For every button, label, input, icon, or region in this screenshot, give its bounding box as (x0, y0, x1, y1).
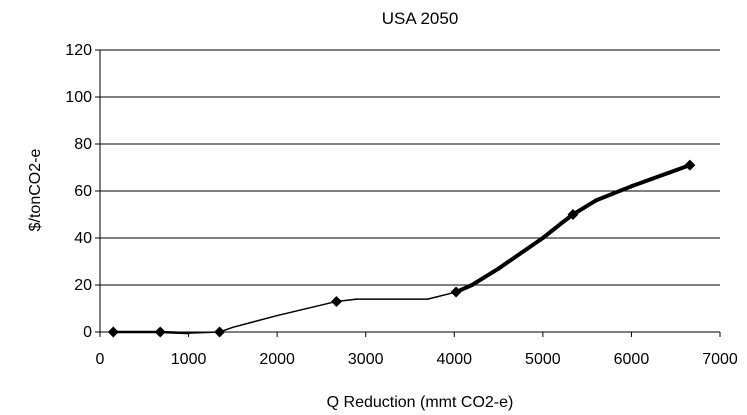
series-segment-0-4 (232, 314, 278, 329)
y-tick-label-4: 80 (74, 136, 92, 153)
series-segment-0-5 (276, 300, 338, 317)
y-axis-title: $/tonCO2-e (27, 149, 44, 232)
x-tick-label-2: 2000 (259, 351, 295, 368)
y-tick-label-3: 60 (74, 183, 92, 200)
series-layer (112, 163, 692, 335)
y-tick-label-2: 40 (74, 230, 92, 247)
x-axis-title: Q Reduction (mmt CO2-e) (327, 394, 514, 411)
x-tick-label-7: 7000 (702, 351, 738, 368)
y-tick-labels: 0 20 40 60 80 100 120 (65, 42, 92, 341)
x-tick-labels: 0 1000 2000 3000 4000 5000 6000 7000 (96, 351, 738, 368)
gridlines (100, 49, 720, 286)
data-point-1 (154, 326, 166, 338)
x-tick-label-4: 4000 (436, 351, 472, 368)
series-segment-0-8 (426, 291, 457, 300)
series-segment-0-10 (470, 266, 501, 287)
data-point-6 (684, 159, 696, 171)
y-tick-label-0: 0 (83, 324, 92, 341)
data-point-0 (107, 326, 119, 338)
series-segment-0-12 (540, 221, 563, 240)
series-segment-0-14 (570, 198, 598, 217)
x-tick-label-5: 5000 (525, 351, 561, 368)
x-tick-label-6: 6000 (614, 351, 650, 368)
data-point-2 (214, 326, 226, 338)
axes (95, 49, 721, 337)
data-point-3 (330, 295, 342, 307)
data-point-4 (450, 286, 462, 298)
series-segment-0-16 (629, 163, 692, 189)
chart-title: USA 2050 (382, 9, 459, 28)
x-tick-label-3: 3000 (348, 351, 384, 368)
x-tick-label-0: 0 (96, 351, 105, 368)
markers (107, 159, 696, 338)
y-tick-label-1: 20 (74, 277, 92, 294)
series-segment-0-11 (496, 236, 545, 271)
y-tick-label-6: 120 (65, 42, 92, 59)
y-tick-label-5: 100 (65, 89, 92, 106)
data-point-5 (567, 209, 579, 220)
x-tick-label-1: 1000 (171, 351, 207, 368)
series-segment-0-15 (594, 184, 634, 203)
